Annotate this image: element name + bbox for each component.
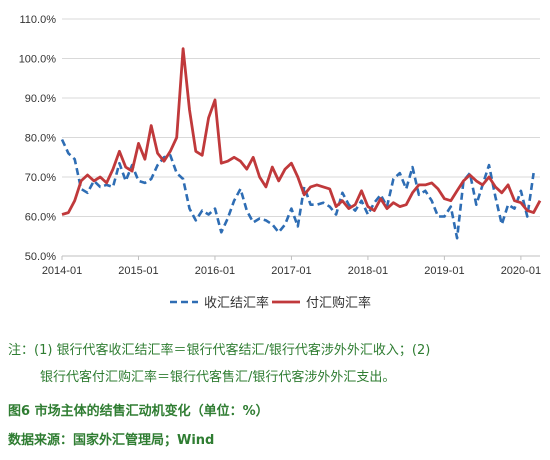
x-tick-label: 2018-01 — [348, 265, 388, 277]
x-tick-label: 2016-01 — [195, 265, 235, 277]
legend-label-2: 付汇购汇率 — [306, 295, 371, 311]
note-line-1: 注：(1) 银行代客收汇结汇率＝银行代客结汇/银行代客涉外外汇收入；(2) — [8, 343, 431, 358]
y-tick-label: 100.0% — [19, 54, 57, 66]
y-tick-label: 70.0% — [25, 172, 56, 184]
figure-caption: 图6 市场主体的结售汇动机变化（单位：%） — [8, 404, 269, 419]
x-tick-label: 2014-01 — [42, 265, 82, 277]
y-tick-label: 110.0% — [20, 14, 57, 26]
x-tick-label: 2020-01 — [501, 265, 541, 277]
line-chart: 50.0% 60.0% 70.0% 80.0% 90.0% 100.0% 110.0% 201… — [19, 14, 542, 311]
y-tick-label: 60.0% — [25, 212, 56, 224]
note-line-2: 银行代客付汇购汇率＝银行代客售汇/银行代客涉外外汇支出。 — [40, 370, 396, 385]
series-line-2 — [61, 47, 542, 216]
x-tick-label: 2019-01 — [424, 265, 464, 277]
data-source: 数据来源：国家外汇管理局；Wind — [8, 433, 215, 448]
legend-label-1: 收汇结汇率 — [204, 295, 269, 311]
chart-area: 50.0% 60.0% 70.0% 80.0% 90.0% 100.0% 110.0% 201… — [19, 14, 542, 311]
y-tick-label: 90.0% — [25, 93, 56, 105]
series-line-1 — [60, 138, 535, 240]
y-tick-label: 80.0% — [25, 133, 56, 145]
y-tick-label: 50.0% — [25, 251, 56, 263]
x-tick-label: 2015-01 — [118, 265, 158, 277]
x-tick-label: 2017-01 — [271, 265, 311, 277]
